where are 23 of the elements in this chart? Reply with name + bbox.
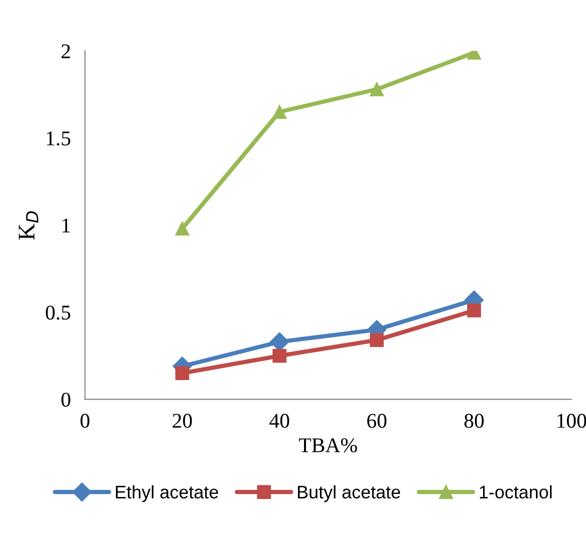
x-tick-label: 100	[558, 414, 586, 428]
legend-label: Butyl acetate	[298, 485, 400, 502]
y-tick-label: 0	[61, 392, 70, 407]
point	[370, 82, 384, 96]
point	[175, 366, 190, 380]
legend-label: Ethyl acetate	[116, 485, 218, 502]
point	[272, 104, 286, 119]
point	[370, 333, 384, 348]
y-axis-title: K$_{D}$	[18, 211, 38, 240]
x-tick-label: 40	[270, 414, 290, 428]
x-axis-title: TBA%	[299, 438, 357, 452]
legend-label: 1-octanol	[480, 485, 552, 499]
x-tick-label: 0	[80, 414, 90, 428]
y-tick-label: 0.5	[46, 306, 70, 320]
point	[175, 222, 190, 236]
x-tick-label: 80	[464, 414, 484, 428]
x-tick-label: 20	[172, 414, 192, 428]
x-tick-label: 60	[367, 414, 386, 428]
y-tick-label: 1.5	[46, 131, 70, 146]
y-tick-label: 2	[62, 44, 70, 58]
y-tick-label: 1	[62, 218, 70, 232]
point	[467, 304, 482, 318]
point	[272, 348, 286, 363]
